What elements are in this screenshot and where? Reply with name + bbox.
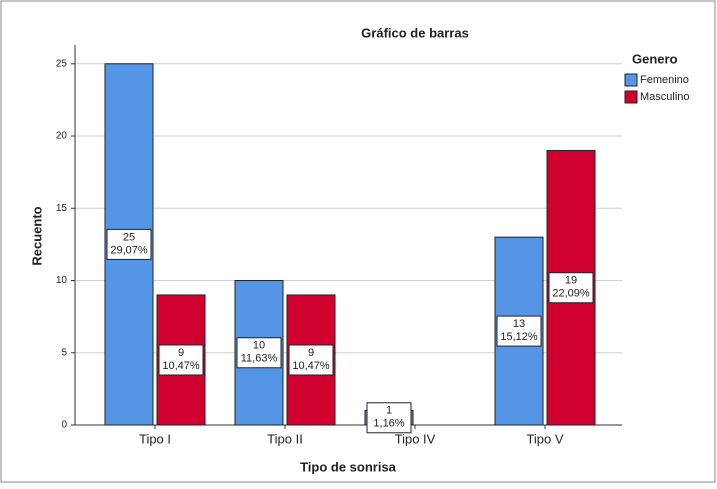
data-label-percent: 10,47%	[292, 360, 330, 372]
data-label-percent: 11,63%	[241, 353, 278, 365]
data-label-box	[236, 337, 282, 369]
data-label-box	[548, 272, 594, 304]
y-tick-label: 5	[61, 347, 67, 358]
legend-label: Femenino	[640, 74, 689, 86]
data-label-percent: 29,07%	[110, 244, 148, 256]
data-label-percent: 10,47%	[162, 360, 200, 372]
y-tick-label: 25	[56, 58, 68, 69]
data-label-box	[288, 344, 334, 376]
data-label: 1	[386, 405, 392, 417]
x-axis-label: Tipo de sonrisa	[300, 459, 397, 474]
legend-title: Genero	[632, 51, 678, 66]
legend-swatch	[624, 90, 638, 104]
data-label-percent: 22,09%	[552, 288, 590, 300]
x-tick-label: Tipo V	[526, 431, 563, 446]
legend-label: Masculino	[640, 91, 690, 103]
data-label-box	[158, 344, 204, 376]
data-label: 13	[513, 318, 525, 330]
y-tick-label: 15	[56, 203, 68, 214]
x-tick-label: Tipo IV	[395, 431, 436, 446]
data-label-percent: 15,12%	[500, 331, 538, 343]
x-tick-label: Tipo II	[267, 431, 303, 446]
y-tick-label: 20	[56, 131, 68, 142]
legend-swatch	[624, 73, 638, 87]
data-label: 19	[565, 275, 577, 287]
x-tick-label: Tipo I	[139, 431, 171, 446]
data-label: 25	[123, 231, 135, 243]
y-tick-label: 10	[56, 275, 68, 286]
data-label: 10	[253, 340, 265, 352]
data-label-box	[366, 402, 412, 434]
data-label: 9	[178, 347, 184, 359]
data-label-box	[106, 228, 152, 260]
y-axis-label: Recuento	[29, 206, 44, 265]
chart-title: Gráfico de barras	[361, 25, 469, 40]
data-label-box	[496, 315, 542, 347]
data-label-percent: 1,16%	[373, 418, 404, 430]
y-tick-label: 0	[61, 420, 67, 431]
data-label: 9	[308, 347, 314, 359]
